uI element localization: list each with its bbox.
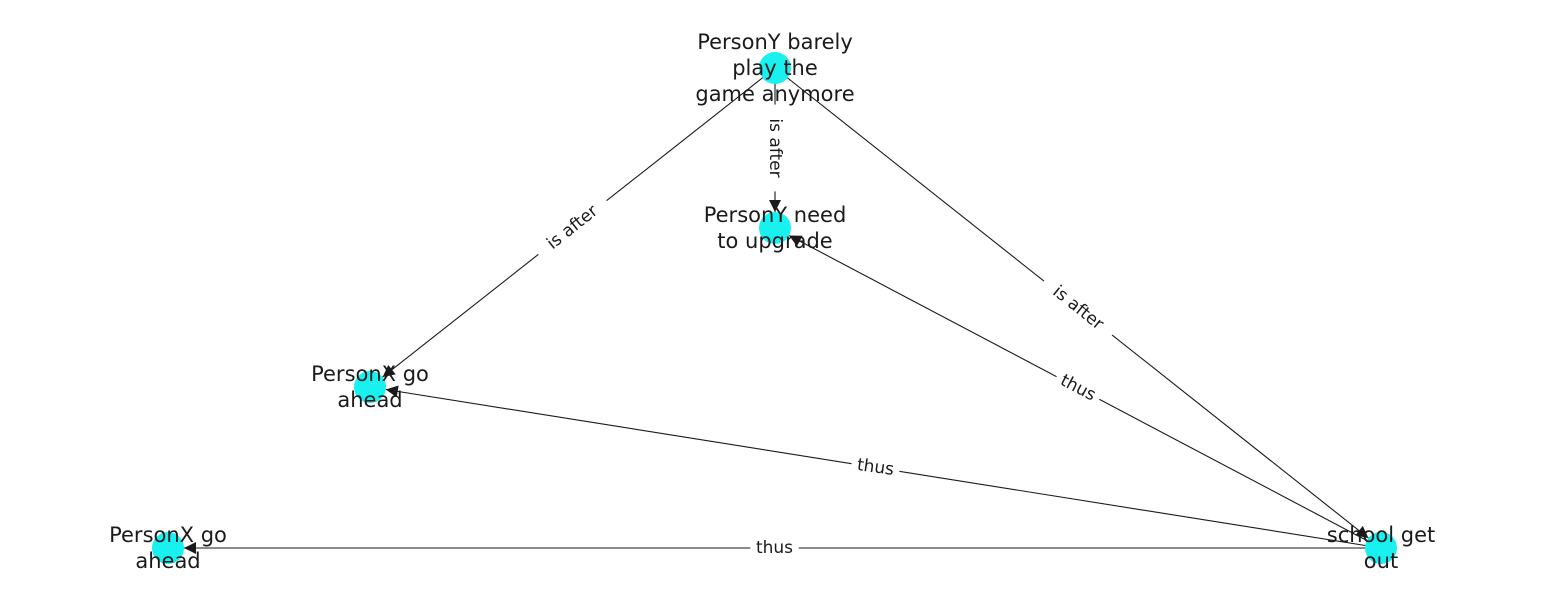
node-n_goahead_left — [152, 532, 184, 564]
edge-label-text: is after — [765, 118, 785, 177]
node-label-line: play the — [732, 56, 818, 80]
node-label-line: ahead — [337, 388, 402, 412]
edge-label-background — [1037, 272, 1119, 344]
node-label-line: PersonX go — [311, 362, 429, 386]
node-label-line: PersonY need — [704, 203, 847, 227]
edge-label-e2: is after — [531, 191, 614, 264]
node-label-line: to upgrade — [717, 229, 832, 253]
edge-label-background — [750, 537, 799, 559]
edge-label-e1: is after — [764, 104, 786, 192]
edge-label-e3: is after — [1037, 272, 1119, 344]
edge-label-background — [1051, 367, 1105, 409]
edge-label-e4: thus — [1051, 367, 1105, 409]
edge-label-background — [531, 191, 614, 264]
nodes-layer — [152, 52, 1397, 564]
node-n_school — [1365, 532, 1397, 564]
node-label-line: PersonX go — [109, 523, 227, 547]
node-n_upgrade — [759, 212, 791, 244]
edge-labels-layer: is after is after is after thus thus thus — [531, 104, 1119, 559]
node-label-line: out — [1364, 549, 1398, 573]
edge-label-background — [850, 453, 901, 482]
edge-label-e6: thus — [750, 537, 799, 559]
node-n_goahead_mid — [354, 371, 386, 403]
node-label-line: game anymore — [695, 82, 854, 106]
edge-label-text: thus — [756, 538, 793, 558]
node-label-line: PersonY barely — [697, 30, 853, 54]
node-label-line: ahead — [135, 549, 200, 573]
edge-label-background — [764, 104, 786, 192]
edge-label-text: is after — [543, 201, 602, 254]
edge-label-e5: thus — [850, 453, 901, 482]
node-n_barely — [759, 52, 791, 84]
node-label-line: school get — [1327, 523, 1436, 547]
edge-label-text: is after — [1049, 282, 1108, 335]
